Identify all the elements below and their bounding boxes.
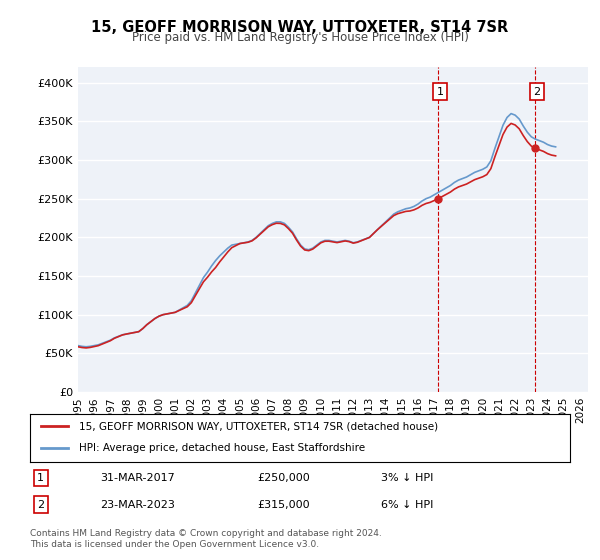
- Text: £315,000: £315,000: [257, 500, 310, 510]
- Text: Contains HM Land Registry data © Crown copyright and database right 2024.
This d: Contains HM Land Registry data © Crown c…: [30, 529, 382, 549]
- Text: 6% ↓ HPI: 6% ↓ HPI: [381, 500, 433, 510]
- Text: 15, GEOFF MORRISON WAY, UTTOXETER, ST14 7SR: 15, GEOFF MORRISON WAY, UTTOXETER, ST14 …: [91, 20, 509, 35]
- Text: 23-MAR-2023: 23-MAR-2023: [100, 500, 175, 510]
- Text: 1: 1: [436, 87, 443, 96]
- Text: 1: 1: [37, 473, 44, 483]
- Text: 15, GEOFF MORRISON WAY, UTTOXETER, ST14 7SR (detached house): 15, GEOFF MORRISON WAY, UTTOXETER, ST14 …: [79, 421, 438, 431]
- Text: Price paid vs. HM Land Registry's House Price Index (HPI): Price paid vs. HM Land Registry's House …: [131, 31, 469, 44]
- Text: 31-MAR-2017: 31-MAR-2017: [100, 473, 175, 483]
- Text: 2: 2: [37, 500, 44, 510]
- Text: HPI: Average price, detached house, East Staffordshire: HPI: Average price, detached house, East…: [79, 443, 365, 452]
- Text: 3% ↓ HPI: 3% ↓ HPI: [381, 473, 433, 483]
- Text: 2: 2: [533, 87, 541, 96]
- Text: £250,000: £250,000: [257, 473, 310, 483]
